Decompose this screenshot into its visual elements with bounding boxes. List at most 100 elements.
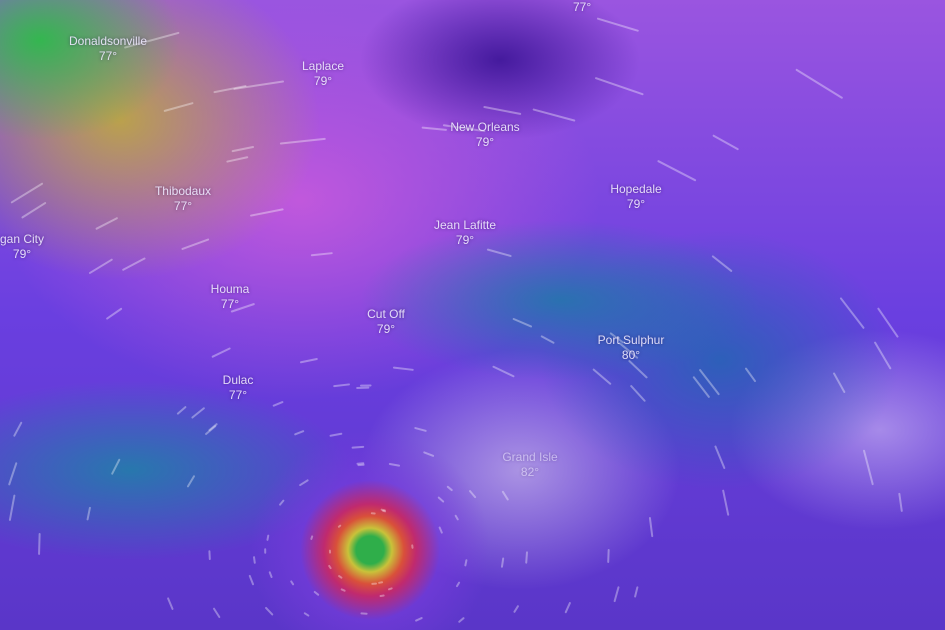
- wind-streak: [628, 360, 648, 379]
- wind-streak: [442, 124, 486, 133]
- wind-streak: [564, 602, 571, 614]
- wind-streak: [699, 369, 720, 396]
- wind-streak: [596, 17, 639, 32]
- wind-streak: [648, 516, 654, 538]
- wind-streak: [279, 499, 285, 506]
- wind-streak: [299, 479, 309, 487]
- wind-streak: [833, 372, 846, 393]
- wind-streak: [211, 347, 231, 358]
- wind-streak: [388, 462, 401, 467]
- wind-streak: [839, 297, 865, 329]
- wind-streak: [380, 508, 386, 512]
- wind-streak: [712, 134, 739, 151]
- wind-streak: [501, 490, 509, 501]
- wind-streak: [351, 445, 365, 449]
- wind-streak: [438, 526, 443, 534]
- wind-streak: [692, 376, 710, 398]
- wind-streak: [379, 594, 385, 598]
- city-label-donaldsonville[interactable]: Donaldsonville 77°: [68, 34, 148, 63]
- wind-streak: [88, 258, 113, 274]
- wind-streak: [329, 432, 343, 437]
- wind-streak: [630, 385, 646, 402]
- wind-streak: [745, 367, 756, 383]
- wind-streak: [657, 160, 697, 182]
- wind-streak: [122, 257, 146, 271]
- wind-streak: [266, 534, 270, 541]
- wind-streak: [469, 490, 477, 499]
- wind-streak: [378, 581, 384, 584]
- wind-streak: [230, 303, 255, 313]
- wind-streak: [592, 368, 612, 385]
- city-label-new-orleans[interactable]: New Orleans 79°: [450, 120, 520, 149]
- city-label-morgan-city[interactable]: gan City 79°: [0, 232, 45, 261]
- wind-streak: [299, 358, 318, 364]
- wind-streak: [253, 556, 256, 564]
- wind-streak: [250, 208, 284, 217]
- city-label-cut-off[interactable]: Cut Off 79°: [367, 307, 405, 336]
- wind-streak: [415, 617, 423, 622]
- wind-streak: [464, 559, 468, 567]
- wind-streak: [414, 427, 427, 432]
- city-label-partial-top[interactable]: 77°: [573, 0, 592, 14]
- wind-streak: [333, 383, 350, 388]
- wind-streak: [795, 68, 843, 99]
- wind-streak: [213, 607, 221, 619]
- wind-streak: [500, 557, 505, 568]
- wind-streak: [483, 106, 522, 115]
- wind-streak: [387, 587, 393, 591]
- wind-streak: [111, 458, 121, 475]
- wind-streak: [86, 506, 91, 521]
- city-label-grand-isle[interactable]: Grand Isle 82°: [502, 450, 558, 479]
- wind-streak: [191, 407, 205, 419]
- wind-streak: [609, 332, 624, 344]
- wind-streak: [338, 575, 343, 579]
- wind-streak: [272, 401, 284, 407]
- wind-streak: [213, 85, 247, 94]
- wind-streak: [294, 430, 305, 436]
- wind-streak: [328, 564, 332, 570]
- wind-streak: [303, 612, 310, 617]
- city-label-thibodaux[interactable]: Thibodaux 77°: [154, 184, 212, 213]
- wind-streak: [446, 485, 453, 492]
- wind-streak: [208, 423, 218, 432]
- wind-streak: [8, 494, 16, 521]
- wind-streak: [205, 425, 217, 436]
- wind-streak: [458, 617, 465, 623]
- wind-streak: [512, 318, 533, 328]
- wind-streak: [486, 248, 512, 257]
- wind-streak: [634, 586, 639, 598]
- wind-streak: [186, 475, 196, 488]
- wind-streak: [874, 341, 892, 370]
- city-label-jean-lafitte[interactable]: Jean Lafitte 79°: [433, 218, 497, 247]
- wind-streak: [525, 551, 528, 564]
- wind-streak: [337, 524, 342, 528]
- wind-streak: [613, 586, 620, 603]
- city-label-port-sulphur[interactable]: Port Sulphur 80°: [597, 333, 665, 362]
- city-label-dulac[interactable]: Dulac 77°: [222, 373, 254, 402]
- wind-streak: [722, 489, 730, 516]
- wind-streak: [176, 406, 187, 415]
- city-label-hopedale[interactable]: Hopedale 79°: [610, 182, 662, 211]
- wind-streak: [437, 496, 445, 503]
- wind-streak: [38, 533, 41, 555]
- wind-streak: [279, 137, 326, 145]
- wind-streak: [124, 31, 180, 49]
- wind-streak: [8, 462, 18, 486]
- wind-streak: [454, 514, 459, 521]
- city-label-houma[interactable]: Houma 77°: [210, 282, 250, 311]
- wind-streak: [167, 597, 174, 610]
- wind-streak: [313, 590, 320, 596]
- wind-streak: [540, 335, 555, 344]
- wind-streak: [13, 421, 23, 437]
- wind-streak: [877, 307, 899, 338]
- wind-streak: [95, 217, 118, 230]
- wind-streak: [714, 445, 726, 469]
- wind-streak: [421, 126, 447, 131]
- wind-streak: [248, 574, 255, 586]
- city-label-laplace[interactable]: Laplace 79°: [301, 59, 345, 88]
- wind-streak: [310, 252, 333, 257]
- wind-streak: [513, 605, 519, 613]
- wind-streak: [532, 108, 576, 122]
- wind-streak: [863, 449, 874, 486]
